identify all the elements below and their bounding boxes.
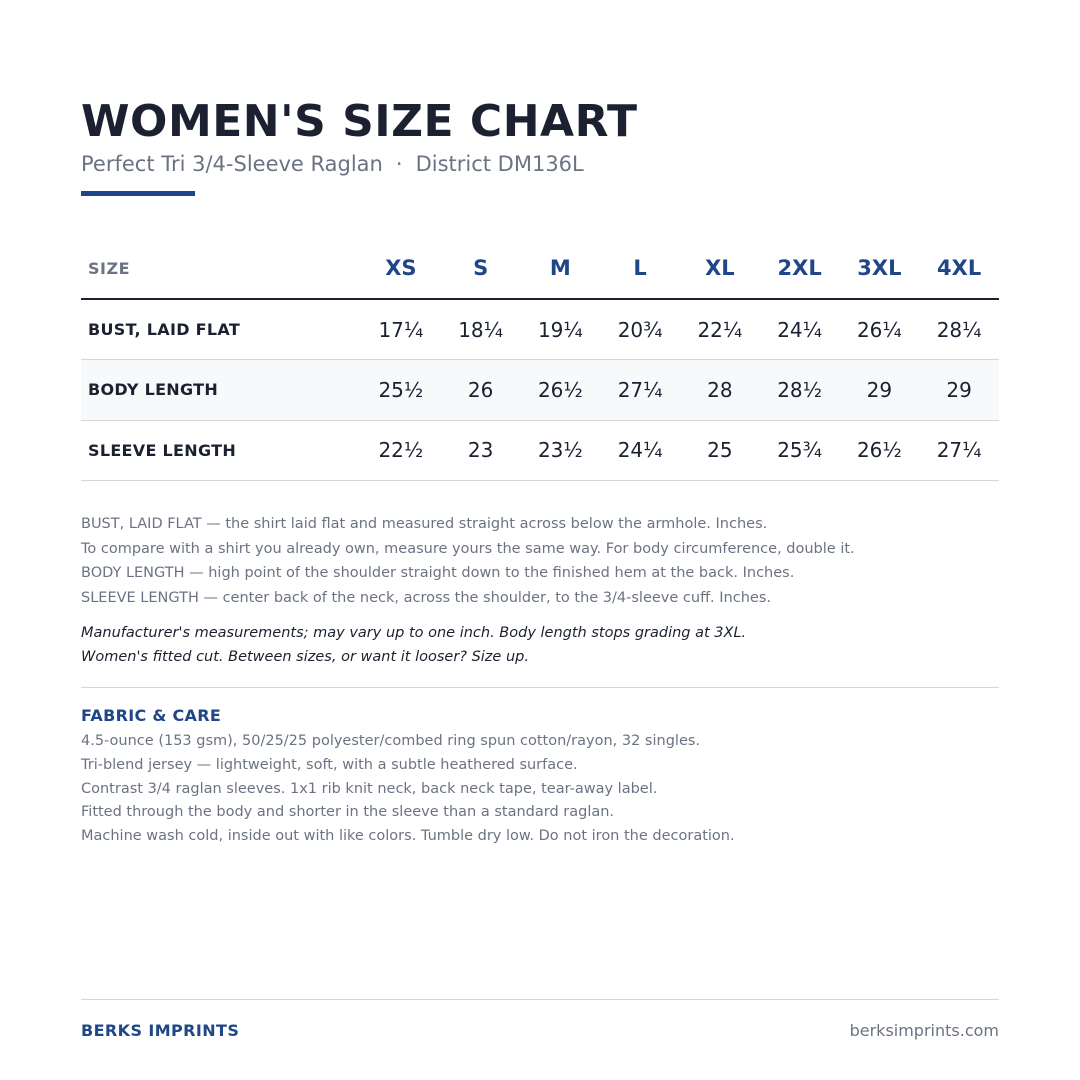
fabric-line: Machine wash cold, inside out with like … — [81, 828, 735, 845]
disclaimer-line: Manufacturer's measurements; may vary up… — [81, 624, 747, 641]
table-cell: 28½ — [759, 359, 840, 421]
table-cell: 18¼ — [440, 299, 521, 360]
row-label-sleeve-length: SLEEVE LENGTH — [81, 420, 361, 481]
table-cell: 28¼ — [919, 299, 999, 360]
table-cell: 29 — [919, 359, 999, 421]
table-cell: 26¼ — [839, 299, 920, 360]
fabric-care-section: FABRIC & CARE 4.5-ounce (153 gsm), 50/25… — [81, 705, 999, 849]
size-header-2xl: 2XL — [759, 238, 840, 300]
table-cell: 24¼ — [759, 299, 840, 360]
size-header-s: S — [440, 238, 521, 300]
table-cell: 22½ — [361, 420, 441, 481]
table-cell: 29 — [839, 359, 920, 421]
row-label-body-length: BODY LENGTH — [81, 359, 361, 421]
table-cell: 28 — [680, 359, 760, 421]
fabric-care-heading: FABRIC & CARE — [81, 706, 222, 725]
table-cell: 17¼ — [361, 299, 441, 360]
table-cell: 20¾ — [600, 299, 680, 360]
note-bust: BUST, LAID FLAT — the shirt laid flat an… — [81, 516, 768, 532]
table-cell: 24¼ — [600, 420, 680, 481]
section-divider — [81, 687, 999, 688]
table-row-bust: BUST, LAID FLAT 17¼ 18¼ 19¼ 20¾ 22¼ 24¼ … — [81, 299, 999, 360]
size-header-3xl: 3XL — [839, 238, 920, 300]
disclaimer-line: Women's fitted cut. Between sizes, or wa… — [81, 648, 529, 665]
note-sleeve-length: SLEEVE LENGTH — center back of the neck,… — [81, 590, 771, 607]
fabric-line: Tri-blend jersey — lightweight, soft, wi… — [81, 756, 578, 773]
table-cell: 23½ — [520, 420, 601, 481]
size-header-row: SIZE XS S M L XL 2XL 3XL 4XL — [81, 238, 999, 300]
table-cell: 19¼ — [520, 299, 601, 360]
fabric-line: 4.5-ounce (153 gsm), 50/25/25 polyester/… — [81, 733, 701, 749]
note-body-length: BODY LENGTH — high point of the shoulder… — [81, 565, 795, 582]
page-subtitle: Perfect Tri 3/4-Sleeve Raglan · District D… — [81, 152, 584, 176]
fabric-line: Fitted through the body and shorter in t… — [81, 804, 615, 821]
style-code: District DM136L — [415, 152, 584, 176]
product-name: Perfect Tri 3/4-Sleeve Raglan — [81, 152, 383, 176]
table-cell: 27¼ — [919, 420, 999, 481]
table-row-sleeve-length: SLEEVE LENGTH 22½ 23 23½ 24¼ 25 25¾ 26½ … — [81, 420, 999, 481]
table-cell: 25½ — [361, 359, 441, 421]
subtitle-separator: · — [395, 152, 403, 176]
note-compare: To compare with a shirt you already own,… — [81, 540, 855, 557]
page-title: WOMEN'S SIZE CHART — [81, 96, 638, 147]
table-cell: 26½ — [520, 359, 601, 421]
footer-divider — [81, 999, 999, 1000]
size-table: SIZE XS S M L XL 2XL 3XL 4XL BUST, LAID … — [81, 238, 999, 481]
size-chart-page: WOMEN'S SIZE CHART Perfect Tri 3/4-Sleev… — [81, 0, 999, 1080]
title-accent-rule — [81, 191, 195, 196]
table-cell: 25 — [680, 420, 760, 481]
footer-website: berksimprints.com — [849, 1021, 999, 1040]
size-header-l: L — [600, 238, 680, 300]
table-cell: 26½ — [839, 420, 920, 481]
fabric-line: Contrast 3/4 raglan sleeves. 1x1 rib kni… — [81, 780, 658, 797]
table-cell: 26 — [440, 359, 521, 421]
size-header-4xl: 4XL — [919, 238, 999, 300]
size-header-label: SIZE — [81, 238, 361, 300]
table-cell: 25¾ — [759, 420, 840, 481]
table-cell: 23 — [440, 420, 521, 481]
size-header-xl: XL — [680, 238, 760, 300]
measurement-notes: BUST, LAID FLAT — the shirt laid flat an… — [81, 512, 999, 669]
footer-brand: BERKS IMPRINTS — [81, 1021, 240, 1040]
table-cell: 22¼ — [680, 299, 760, 360]
table-cell: 27¼ — [600, 359, 680, 421]
disclaimer: Manufacturer's measurements; may vary up… — [81, 621, 999, 669]
row-label-bust: BUST, LAID FLAT — [81, 299, 361, 360]
size-header-m: M — [520, 238, 601, 300]
table-row-body-length: BODY LENGTH 25½ 26 26½ 27¼ 28 28½ 29 29 — [81, 359, 999, 421]
size-header-xs: XS — [361, 238, 441, 300]
